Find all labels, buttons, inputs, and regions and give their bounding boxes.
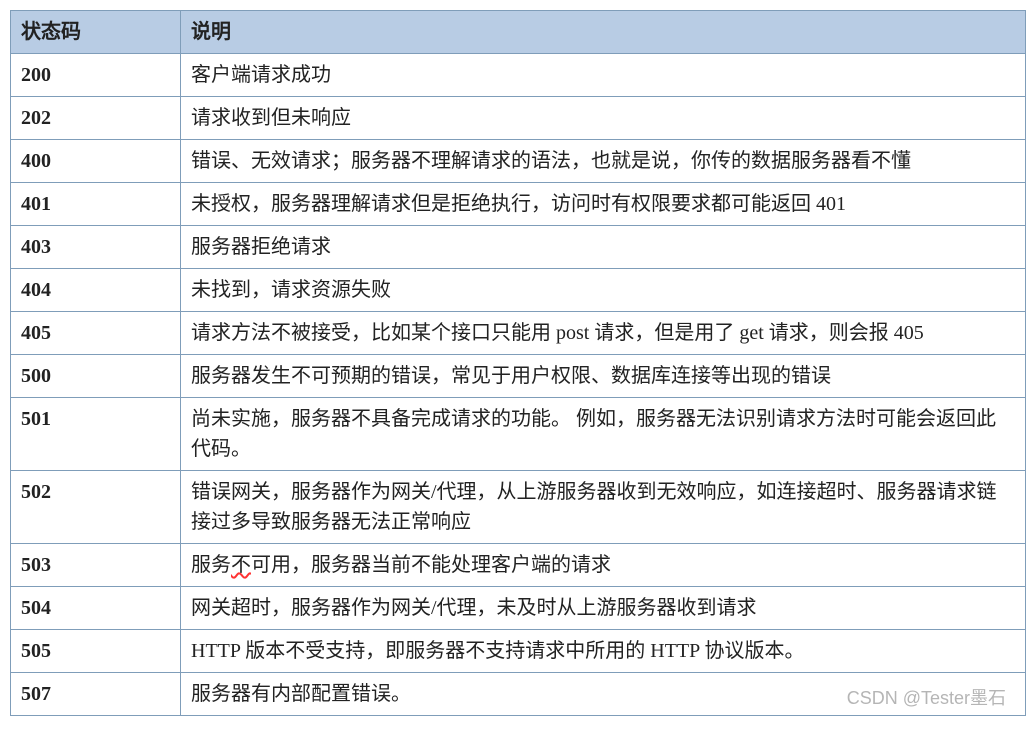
cell-desc: 客户端请求成功	[181, 54, 1026, 97]
cell-code: 202	[11, 97, 181, 140]
cell-code: 200	[11, 54, 181, 97]
table-row: 505HTTP 版本不受支持，即服务器不支持请求中所用的 HTTP 协议版本。	[11, 630, 1026, 673]
table-row: 507服务器有内部配置错误。	[11, 673, 1026, 716]
cell-desc: 尚未实施，服务器不具备完成请求的功能。 例如，服务器无法识别请求方法时可能会返回…	[181, 398, 1026, 471]
cell-desc: 未找到，请求资源失败	[181, 269, 1026, 312]
cell-code: 507	[11, 673, 181, 716]
table-row: 503服务不可用，服务器当前不能处理客户端的请求	[11, 544, 1026, 587]
cell-desc: 请求方法不被接受，比如某个接口只能用 post 请求，但是用了 get 请求，则…	[181, 312, 1026, 355]
cell-code: 501	[11, 398, 181, 471]
cell-desc: 服务器有内部配置错误。	[181, 673, 1026, 716]
cell-desc: 错误网关，服务器作为网关/代理，从上游服务器收到无效响应，如连接超时、服务器请求…	[181, 471, 1026, 544]
col-header-desc: 说明	[181, 11, 1026, 54]
table-row: 404未找到，请求资源失败	[11, 269, 1026, 312]
table-row: 405请求方法不被接受，比如某个接口只能用 post 请求，但是用了 get 请…	[11, 312, 1026, 355]
cell-code: 500	[11, 355, 181, 398]
cell-desc: 服务器拒绝请求	[181, 226, 1026, 269]
cell-code: 502	[11, 471, 181, 544]
table-body: 200客户端请求成功202请求收到但未响应400错误、无效请求；服务器不理解请求…	[11, 54, 1026, 716]
cell-code: 404	[11, 269, 181, 312]
col-header-code: 状态码	[11, 11, 181, 54]
table-row: 400错误、无效请求；服务器不理解请求的语法，也就是说，你传的数据服务器看不懂	[11, 140, 1026, 183]
cell-desc: 服务不可用，服务器当前不能处理客户端的请求	[181, 544, 1026, 587]
cell-desc: 错误、无效请求；服务器不理解请求的语法，也就是说，你传的数据服务器看不懂	[181, 140, 1026, 183]
cell-desc: HTTP 版本不受支持，即服务器不支持请求中所用的 HTTP 协议版本。	[181, 630, 1026, 673]
table-row: 504网关超时，服务器作为网关/代理，未及时从上游服务器收到请求	[11, 587, 1026, 630]
cell-desc: 请求收到但未响应	[181, 97, 1026, 140]
cell-code: 403	[11, 226, 181, 269]
cell-code: 401	[11, 183, 181, 226]
table-row: 500服务器发生不可预期的错误，常见于用户权限、数据库连接等出现的错误	[11, 355, 1026, 398]
table-row: 401未授权，服务器理解请求但是拒绝执行，访问时有权限要求都可能返回 401	[11, 183, 1026, 226]
cell-code: 400	[11, 140, 181, 183]
table-row: 403服务器拒绝请求	[11, 226, 1026, 269]
table-row: 202请求收到但未响应	[11, 97, 1026, 140]
cell-code: 504	[11, 587, 181, 630]
cell-code: 503	[11, 544, 181, 587]
table-row: 200客户端请求成功	[11, 54, 1026, 97]
status-code-table: 状态码 说明 200客户端请求成功202请求收到但未响应400错误、无效请求；服…	[10, 10, 1026, 716]
page-wrap: 状态码 说明 200客户端请求成功202请求收到但未响应400错误、无效请求；服…	[10, 10, 1026, 716]
cell-desc: 未授权，服务器理解请求但是拒绝执行，访问时有权限要求都可能返回 401	[181, 183, 1026, 226]
table-row: 501尚未实施，服务器不具备完成请求的功能。 例如，服务器无法识别请求方法时可能…	[11, 398, 1026, 471]
cell-code: 505	[11, 630, 181, 673]
cell-desc: 服务器发生不可预期的错误，常见于用户权限、数据库连接等出现的错误	[181, 355, 1026, 398]
table-row: 502错误网关，服务器作为网关/代理，从上游服务器收到无效响应，如连接超时、服务…	[11, 471, 1026, 544]
cell-code: 405	[11, 312, 181, 355]
cell-desc: 网关超时，服务器作为网关/代理，未及时从上游服务器收到请求	[181, 587, 1026, 630]
table-header-row: 状态码 说明	[11, 11, 1026, 54]
